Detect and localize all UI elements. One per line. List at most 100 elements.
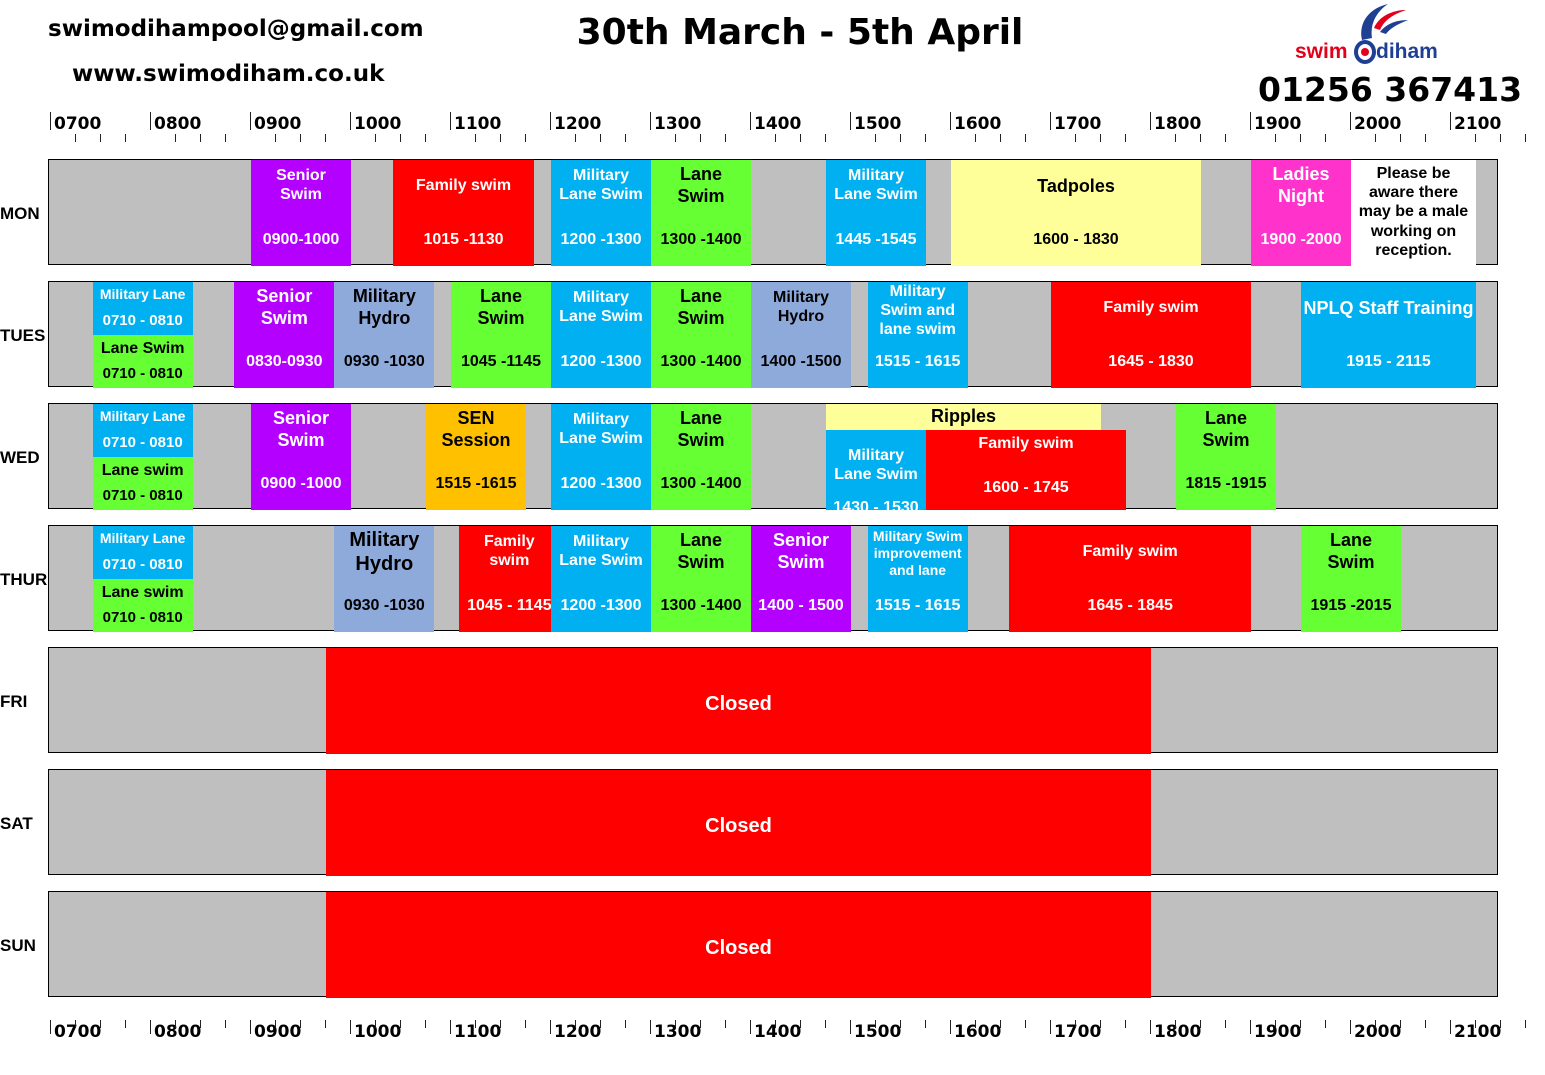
session-block: Ripples [826,404,1101,430]
minor-tick [875,134,876,142]
session-title: Military Lane [99,408,186,424]
session-time: 1515 -1615 [435,475,517,492]
minor-tick [300,134,301,142]
minor-tick [125,1020,126,1028]
hour-tick [1150,1020,1151,1034]
minor-tick [900,134,901,142]
session-title: Lane Swim [1327,530,1375,572]
time-label: 1600 [954,1022,1002,1042]
session-time: 1200 -1300 [560,597,642,614]
session-title: Family swim [1082,543,1178,560]
session-time: 1300 -1400 [660,597,742,614]
logo-diham-text: diham [1376,40,1438,63]
session-title: Family swim [978,435,1074,452]
session-block: Lane Swim 0710 - 0810 [92,335,193,388]
session-time: 1200 -1300 [560,353,642,370]
time-label: 2000 [1354,114,1402,134]
session-title: Closed [705,937,772,959]
minor-tick [100,134,101,142]
session-block: Senior Swim 1400 - 1500 [751,526,851,632]
session-title: Senior Swim [272,408,329,450]
time-label: 1400 [754,1022,802,1042]
hour-tick [1150,112,1151,130]
session-block: Military Swim improvement and lane 1515 -… [867,526,968,632]
website-link[interactable]: www.swimodiham.co.uk [72,61,385,87]
day-label-wed: WED [0,448,40,467]
minor-tick [275,1020,276,1028]
session-block: Military Lane Swim 1200 -1300 [551,160,651,266]
minor-tick [775,134,776,142]
session-block: Lane Swim 1300 -1400 [651,526,751,632]
session-title: Lane swim [101,584,184,601]
time-label: 2100 [1454,1022,1502,1042]
session-time: 1900 -2000 [1260,231,1342,248]
closed-block: Closed [326,648,1151,754]
session-title: Closed [705,815,772,837]
session-title: Senior Swim [276,167,326,204]
hour-tick [450,1020,451,1034]
session-time: 1200 -1300 [560,475,642,492]
time-label: 1800 [1154,1022,1202,1042]
time-label: 2000 [1354,1022,1402,1042]
day-label-mon: MON [0,204,40,223]
session-title: Senior Swim [256,286,313,328]
minor-tick [575,1020,576,1028]
session-title: Ladies Night [1272,164,1330,206]
time-label: 0900 [254,1022,302,1042]
session-block: Lane swim 0710 - 0810 [92,457,193,510]
minor-tick [1375,1020,1376,1028]
session-time: 1915 - 2115 [1346,353,1431,370]
day-label-sat: SAT [0,814,33,833]
session-time: 1430 - 1530 [833,499,919,510]
time-axis-top: 0700 0800 0900 1000 1100 1200 1300 1400 1500 1600… [0,112,1545,148]
minor-tick [1425,1020,1426,1028]
session-title: Lane Swim [677,286,725,328]
session-title: Tadpoles [1037,176,1115,196]
session-title: Family swim [1103,299,1199,316]
contact-email[interactable]: swimodihampool@gmail.com [48,16,424,42]
session-title: Lane Swim [677,164,725,206]
session-block: Senior Swim 0900-1000 [251,160,351,266]
session-title: Military Hydro [352,286,416,328]
session-title: SEN Session [441,408,511,450]
session-title: Military Hydro [349,529,420,575]
session-block: Military Lane Swim 1430 - 1530 [826,430,926,510]
minor-tick [500,1020,501,1028]
session-title: Lane Swim [100,340,185,357]
closed-block: Closed [326,770,1151,876]
hour-tick [150,1020,151,1034]
minor-tick [700,134,701,142]
hour-tick [50,112,51,130]
minor-tick [1475,1020,1476,1028]
hour-tick [650,112,651,130]
session-block: Family swim 1600 - 1745 [926,430,1126,510]
minor-tick [1425,134,1426,142]
session-time: 1015 -1130 [423,231,504,248]
session-block: NPLQ Staff Training 1915 - 2115 [1301,282,1476,388]
minor-tick [200,134,201,142]
minor-tick [1375,134,1376,142]
minor-tick [1000,1020,1001,1028]
minor-tick [900,1020,901,1028]
session-title: Military Lane Swim [834,167,918,204]
session-time: 0930 -1030 [343,597,425,614]
minor-tick [200,1020,201,1028]
target-roundel-icon [1354,40,1376,64]
session-title: Military Lane [99,530,186,546]
session-title: Military Lane Swim [559,533,643,570]
minor-tick [225,1020,226,1028]
minor-tick [175,134,176,142]
minor-tick [600,134,601,142]
session-title: Ripples [930,406,996,426]
minor-tick [325,134,326,142]
minor-tick [1025,1020,1026,1028]
session-time: 1915 -2015 [1310,597,1392,614]
hour-tick [750,1020,751,1034]
phone-number[interactable]: 01256 367413 [1258,70,1523,109]
time-label: 0900 [254,114,302,134]
session-block: Military Lane Swim 1200 -1300 [551,404,651,510]
session-time: 1445 -1545 [835,231,917,248]
minor-tick [600,1020,601,1028]
minor-tick [1400,1020,1401,1028]
session-title: Military Lane Swim [559,411,643,448]
